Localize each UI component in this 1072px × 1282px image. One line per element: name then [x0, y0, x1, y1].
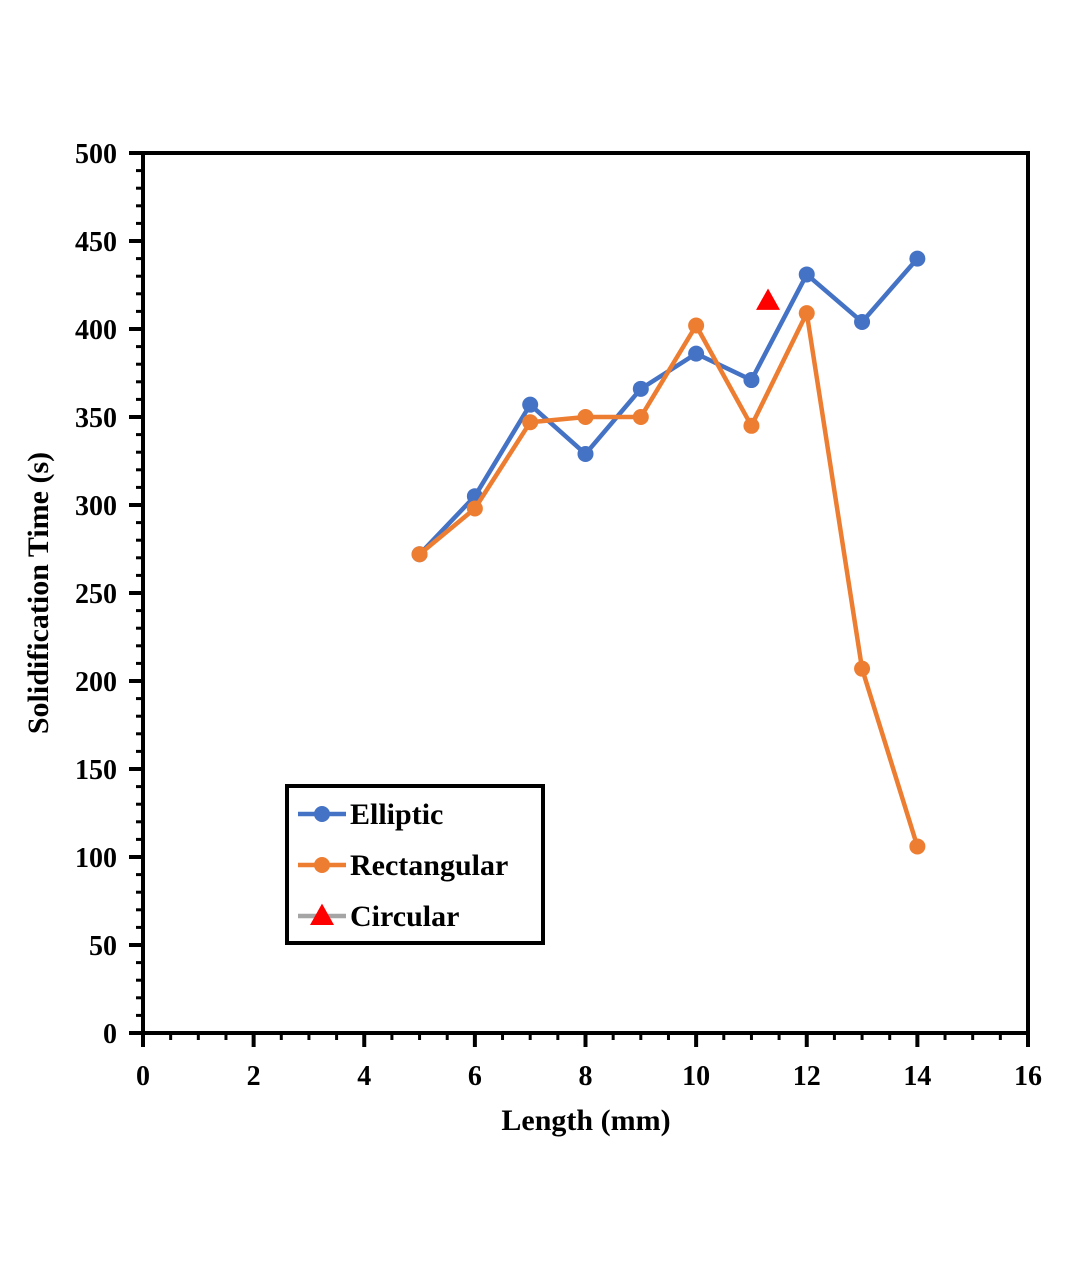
data-point-elliptic	[909, 250, 926, 267]
legend-label-elliptic: Elliptic	[350, 798, 443, 831]
legend-label-rectangular: Rectangular	[350, 849, 508, 882]
data-point-elliptic	[688, 345, 705, 362]
x-tick-label: 8	[579, 1061, 593, 1092]
data-point-elliptic	[577, 445, 594, 462]
legend-label-circular: Circular	[350, 900, 459, 933]
ticks: 0 2 4 6 8 10 12 14 16 0 50 100 150 200 250 300 350 400 450…	[75, 139, 1042, 1092]
y-axis-title: Solidification Time (s)	[22, 452, 55, 734]
x-tick-label: 16	[1014, 1061, 1042, 1092]
legend-items: Elliptic Rectangular Circular	[298, 798, 508, 933]
y-tick-label: 50	[89, 931, 117, 962]
y-tick-label: 450	[75, 227, 117, 258]
data-point-rectangular	[466, 500, 483, 517]
y-tick-label: 150	[75, 755, 117, 786]
x-tick-label: 0	[136, 1061, 150, 1092]
data-point-elliptic	[522, 396, 539, 413]
data-point-rectangular	[798, 305, 815, 322]
data-point-rectangular	[854, 660, 871, 677]
legend-marker-rectangular	[314, 857, 330, 873]
data-point-rectangular	[577, 409, 594, 425]
data-point-elliptic	[854, 313, 871, 330]
x-tick-label: 12	[793, 1061, 821, 1092]
series-line-rectangular	[418, 310, 920, 848]
legend: Elliptic Rectangular Circular	[285, 784, 545, 945]
y-tick-label: 400	[75, 315, 117, 346]
legend-marker-circular	[310, 903, 334, 925]
x-axis-title: Length (mm)	[501, 1104, 670, 1137]
data-point-rectangular	[688, 317, 705, 334]
y-tick-label: 350	[75, 403, 117, 434]
data-point-elliptic	[798, 266, 815, 283]
y-tick-label: 0	[103, 1019, 117, 1050]
x-tick-label: 6	[468, 1061, 482, 1092]
x-tick-label: 10	[682, 1061, 710, 1092]
data-point-circular	[756, 288, 781, 310]
y-tick-label: 500	[75, 139, 117, 170]
plot-area-frame	[141, 151, 1030, 1035]
y-tick-label: 300	[75, 491, 117, 522]
series-layer	[411, 250, 926, 855]
y-tick-label: 200	[75, 667, 117, 698]
x-tick-label: 14	[903, 1061, 931, 1092]
data-point-rectangular	[743, 417, 760, 434]
legend-marker-elliptic	[314, 806, 330, 822]
data-point-elliptic	[632, 380, 649, 397]
data-point-rectangular	[522, 414, 539, 431]
data-point-rectangular	[632, 409, 649, 425]
x-tick-label: 2	[247, 1061, 261, 1092]
data-point-rectangular	[909, 838, 926, 855]
y-tick-label: 100	[75, 843, 117, 874]
x-tick-label: 4	[357, 1061, 371, 1092]
y-tick-label: 250	[75, 579, 117, 610]
data-point-elliptic	[743, 372, 760, 389]
data-point-rectangular	[411, 546, 428, 563]
